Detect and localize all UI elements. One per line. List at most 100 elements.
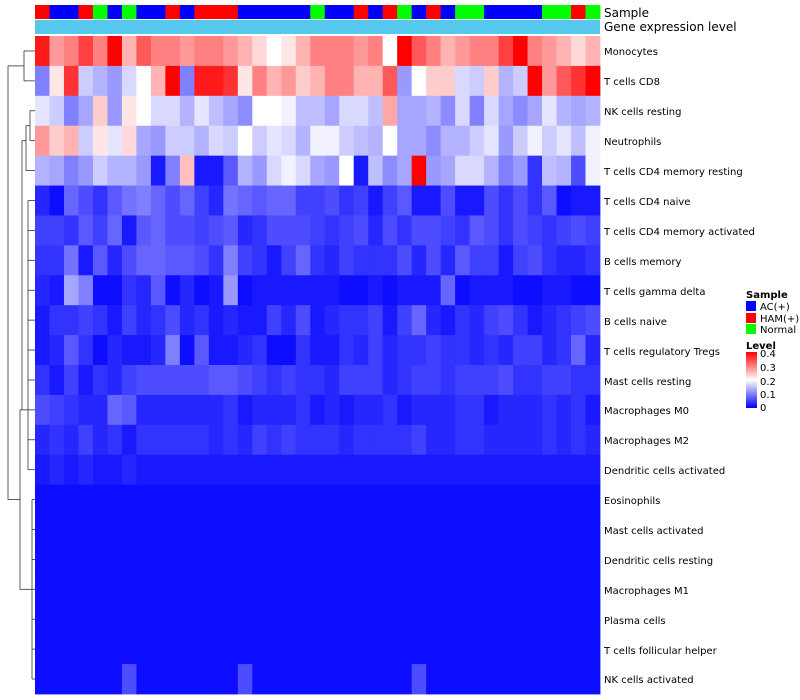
- heatmap-cell: [208, 36, 224, 67]
- heatmap-cell: [542, 275, 557, 306]
- heatmap-cell: [571, 574, 586, 605]
- heatmap-cell: [324, 95, 340, 127]
- heatmap-cell: [49, 394, 65, 426]
- heatmap-cell: [440, 245, 456, 276]
- heatmap-cell: [324, 215, 340, 246]
- heatmap-cell: [542, 394, 557, 426]
- heatmap-cell: [527, 335, 543, 366]
- heatmap-cell: [368, 36, 384, 67]
- heatmap-cell: [353, 125, 369, 157]
- heatmap-cell: [281, 305, 297, 336]
- heatmap-cell: [440, 514, 456, 545]
- heatmap-cell: [353, 155, 369, 186]
- heatmap-cell: [527, 365, 543, 396]
- heatmap-cell: [397, 215, 413, 246]
- heatmap-cell: [411, 155, 427, 186]
- heatmap-cell: [527, 424, 543, 456]
- heatmap-cell: [107, 514, 123, 545]
- heatmap-cell: [237, 155, 253, 186]
- heatmap-cell: [136, 305, 152, 336]
- heatmap-cell: [281, 484, 297, 515]
- heatmap-cell: [295, 365, 311, 396]
- heatmap-cell: [92, 454, 108, 486]
- heatmap-cell: [136, 394, 152, 426]
- heatmap-cell: [266, 604, 282, 635]
- heatmap-cell: [92, 185, 108, 216]
- heatmap-cell: [150, 454, 166, 486]
- heatmap-cell: [397, 36, 413, 67]
- heatmap-cell: [484, 155, 499, 186]
- heatmap-cell: [513, 305, 528, 336]
- heatmap-cell: [513, 185, 528, 216]
- heatmap-cell: [339, 215, 355, 246]
- heatmap-cell: [252, 245, 268, 276]
- sample-annotation-cell: [440, 5, 456, 19]
- heatmap-cell: [165, 305, 181, 336]
- heatmap-cell: [237, 365, 253, 396]
- heatmap-cell: [252, 36, 268, 67]
- heatmap-cell: [49, 275, 65, 306]
- heatmap-cell: [121, 95, 137, 127]
- heatmap-cell: [556, 125, 572, 157]
- heatmap-cell: [527, 36, 543, 67]
- heatmap-cell: [237, 514, 253, 545]
- heatmap-cell: [339, 95, 355, 127]
- heatmap-cell: [266, 215, 282, 246]
- heatmap-cell: [121, 155, 137, 186]
- heatmap-cell: [121, 604, 137, 635]
- heatmap-cell: [63, 125, 79, 157]
- heatmap-cell: [585, 65, 601, 97]
- heatmap-cell: [194, 424, 210, 456]
- heatmap-cell: [223, 484, 239, 515]
- heatmap-cell: [237, 185, 253, 216]
- heatmap-cell: [556, 185, 572, 216]
- heatmap-cell: [223, 514, 239, 545]
- heatmap-cell: [150, 215, 166, 246]
- heatmap-cell: [63, 424, 79, 456]
- heatmap-cell: [571, 245, 586, 276]
- heatmap-cell: [382, 424, 398, 456]
- sample-annotation-cell: [35, 5, 50, 19]
- heatmap-cell: [440, 365, 456, 396]
- heatmap-cell: [35, 514, 50, 545]
- heatmap-cell: [237, 574, 253, 605]
- heatmap-cell: [426, 65, 442, 97]
- heatmap-cell: [150, 604, 166, 635]
- heatmap-cell: [571, 634, 586, 665]
- legend: Sample AC(+) HAM(+) Normal Level 0.4 0.3…: [746, 290, 799, 414]
- heatmap-cell: [455, 215, 471, 246]
- heatmap-cell: [411, 424, 427, 456]
- heatmap-cell: [498, 215, 514, 246]
- heatmap-cell: [49, 65, 65, 97]
- heatmap-cell: [469, 65, 485, 97]
- heatmap-cell: [223, 215, 239, 246]
- heatmap-cell: [136, 65, 152, 97]
- heatmap-cell: [266, 365, 282, 396]
- row-label: Mast cells resting: [604, 377, 691, 388]
- heatmap-cell: [513, 484, 528, 515]
- heatmap-cell: [339, 514, 355, 545]
- heatmap-cell: [310, 454, 326, 486]
- heatmap-cell: [513, 574, 528, 605]
- sample-annotation-cell: [455, 5, 471, 19]
- heatmap-cell: [571, 65, 586, 97]
- heatmap-cell: [556, 155, 572, 186]
- heatmap-cell: [469, 365, 485, 396]
- heatmap-cell: [498, 185, 514, 216]
- heatmap-cell: [397, 454, 413, 486]
- heatmap-cell: [397, 185, 413, 216]
- heatmap-cell: [179, 275, 195, 306]
- heatmap-cell: [382, 95, 398, 127]
- heatmap-cell: [542, 365, 557, 396]
- heatmap-cell: [179, 514, 195, 545]
- heatmap-cell: [194, 185, 210, 216]
- row-label: T cells regulatory Tregs: [603, 347, 720, 358]
- heatmap-cell: [368, 604, 384, 635]
- heatmap-cell: [107, 215, 123, 246]
- heatmap-cell: [78, 424, 94, 456]
- heatmap-cell: [266, 424, 282, 456]
- heatmap-cell: [484, 65, 499, 97]
- heatmap-cell: [136, 365, 152, 396]
- heatmap-cell: [585, 335, 601, 366]
- heatmap-cell: [353, 365, 369, 396]
